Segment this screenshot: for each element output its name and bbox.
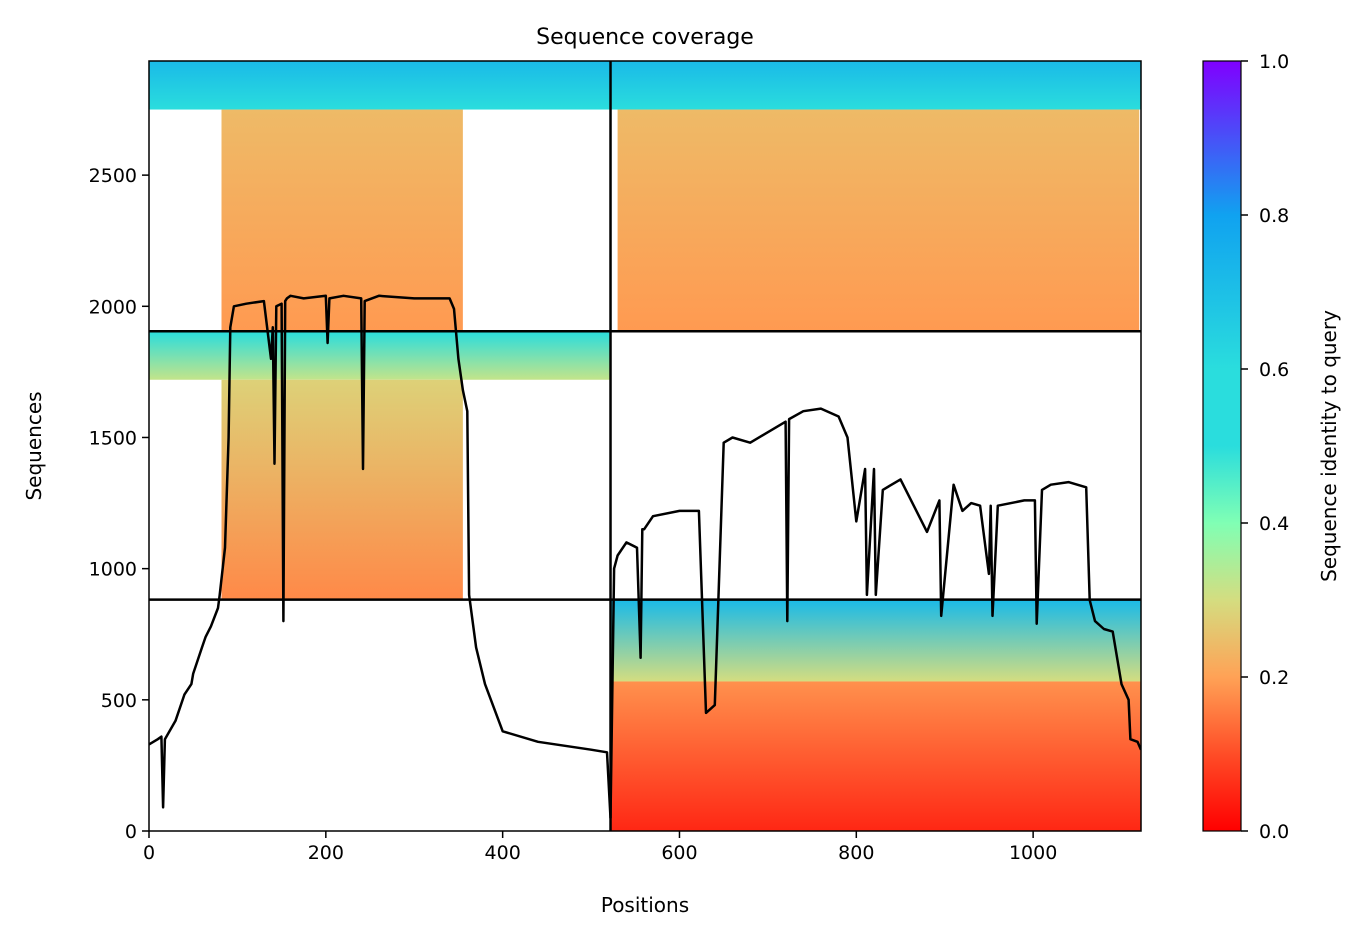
coverage-band: [221, 379, 463, 600]
x-tick-label: 400: [485, 842, 521, 864]
x-axis-label: Positions: [601, 893, 689, 917]
colorbar-tick-label: 0.4: [1259, 513, 1289, 535]
colorbar-label: Sequence identity to query: [1317, 310, 1341, 582]
y-tick-label: 2500: [89, 165, 137, 187]
coverage-band: [149, 331, 611, 380]
coverage-heatmap: [149, 61, 1141, 831]
coverage-band: [610, 681, 1141, 831]
coverage-band: [610, 599, 1141, 682]
segment-dividers: [149, 61, 1141, 831]
coverage-band: [610, 61, 1141, 110]
y-tick-label: 2000: [89, 296, 137, 318]
x-tick-label: 800: [838, 842, 874, 864]
x-tick-label: 1000: [1009, 842, 1057, 864]
coverage-band: [149, 61, 611, 110]
colorbar-ticks: 0.0 0.2 0.4 0.6 0.8 1.0: [1241, 51, 1289, 843]
coverage-line: [149, 294, 1141, 820]
x-tick-label: 200: [308, 842, 344, 864]
y-tick-label: 500: [101, 690, 137, 712]
chart-title: Sequence coverage: [536, 25, 754, 50]
coverage-band: [221, 109, 463, 332]
x-axis-ticks: 0 200 400 600 800 1000: [143, 831, 1057, 864]
colorbar-tick-label: 0.2: [1259, 667, 1289, 689]
y-axis-ticks: 0 500 1000 1500 2000 2500: [89, 165, 149, 843]
y-tick-label: 1000: [89, 559, 137, 581]
plot-frame: [148, 60, 1142, 832]
colorbar-tick-label: 0.6: [1259, 359, 1289, 381]
coverage-band: [617, 109, 1140, 332]
y-axis-label: Sequences: [22, 391, 46, 500]
colorbar-tick-label: 0.8: [1259, 205, 1289, 227]
colorbar-tick-label: 0.0: [1259, 821, 1289, 843]
colorbar-tick-label: 1.0: [1259, 51, 1289, 73]
x-tick-label: 0: [143, 842, 155, 864]
colorbar: [1202, 60, 1242, 832]
y-tick-label: 0: [125, 821, 137, 843]
y-tick-label: 1500: [89, 427, 137, 449]
x-tick-label: 600: [661, 842, 697, 864]
